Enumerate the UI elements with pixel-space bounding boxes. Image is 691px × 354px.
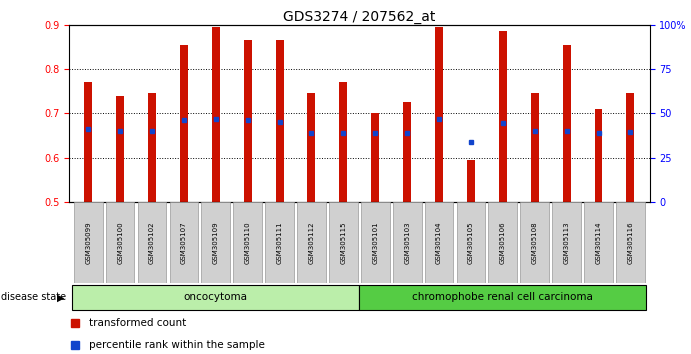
FancyBboxPatch shape xyxy=(361,202,390,283)
Text: ▶: ▶ xyxy=(57,292,65,302)
FancyBboxPatch shape xyxy=(489,202,517,283)
FancyBboxPatch shape xyxy=(74,202,102,283)
FancyBboxPatch shape xyxy=(329,202,358,283)
FancyBboxPatch shape xyxy=(169,202,198,283)
Text: percentile rank within the sample: percentile rank within the sample xyxy=(89,339,265,350)
FancyBboxPatch shape xyxy=(457,202,485,283)
Text: GSM305104: GSM305104 xyxy=(436,221,442,264)
Bar xyxy=(73,285,359,310)
FancyBboxPatch shape xyxy=(616,202,645,283)
Bar xyxy=(276,40,283,202)
FancyBboxPatch shape xyxy=(202,202,230,283)
Text: chromophobe renal cell carcinoma: chromophobe renal cell carcinoma xyxy=(413,292,594,302)
Bar xyxy=(339,82,348,202)
FancyBboxPatch shape xyxy=(106,202,135,283)
Bar xyxy=(403,102,411,202)
Text: GSM305099: GSM305099 xyxy=(85,221,91,264)
FancyBboxPatch shape xyxy=(265,202,294,283)
Bar xyxy=(180,45,188,202)
Bar xyxy=(371,113,379,202)
FancyBboxPatch shape xyxy=(392,202,422,283)
Text: GSM305111: GSM305111 xyxy=(276,221,283,264)
Text: GSM305115: GSM305115 xyxy=(341,221,346,264)
Bar xyxy=(307,93,316,202)
FancyBboxPatch shape xyxy=(234,202,262,283)
Text: GSM305105: GSM305105 xyxy=(468,221,474,264)
Bar xyxy=(116,96,124,202)
Bar xyxy=(531,93,539,202)
Text: GSM305106: GSM305106 xyxy=(500,221,506,264)
Bar xyxy=(84,82,92,202)
Bar xyxy=(148,93,156,202)
Text: GSM305113: GSM305113 xyxy=(564,221,569,264)
Text: transformed count: transformed count xyxy=(89,318,187,329)
Text: oncocytoma: oncocytoma xyxy=(184,292,248,302)
Bar xyxy=(499,32,507,202)
FancyBboxPatch shape xyxy=(520,202,549,283)
Text: GSM305102: GSM305102 xyxy=(149,221,155,264)
Bar xyxy=(359,285,646,310)
Bar xyxy=(212,27,220,202)
Text: GSM305103: GSM305103 xyxy=(404,221,410,264)
Text: GSM305116: GSM305116 xyxy=(627,221,634,264)
FancyBboxPatch shape xyxy=(297,202,326,283)
Text: GSM305108: GSM305108 xyxy=(532,221,538,264)
Text: GSM305114: GSM305114 xyxy=(596,221,601,264)
Text: GSM305109: GSM305109 xyxy=(213,221,219,264)
Text: disease state: disease state xyxy=(1,292,66,302)
FancyBboxPatch shape xyxy=(138,202,167,283)
Bar xyxy=(627,93,634,202)
Bar xyxy=(562,45,571,202)
FancyBboxPatch shape xyxy=(584,202,613,283)
Bar xyxy=(435,27,443,202)
Text: GSM305100: GSM305100 xyxy=(117,221,123,264)
FancyBboxPatch shape xyxy=(552,202,581,283)
Bar xyxy=(594,109,603,202)
FancyBboxPatch shape xyxy=(425,202,453,283)
Text: GSM305101: GSM305101 xyxy=(372,221,378,264)
Bar xyxy=(244,40,252,202)
Text: GSM305107: GSM305107 xyxy=(181,221,187,264)
Title: GDS3274 / 207562_at: GDS3274 / 207562_at xyxy=(283,10,435,24)
Bar xyxy=(467,160,475,202)
Text: GSM305110: GSM305110 xyxy=(245,221,251,264)
Text: GSM305112: GSM305112 xyxy=(308,221,314,264)
